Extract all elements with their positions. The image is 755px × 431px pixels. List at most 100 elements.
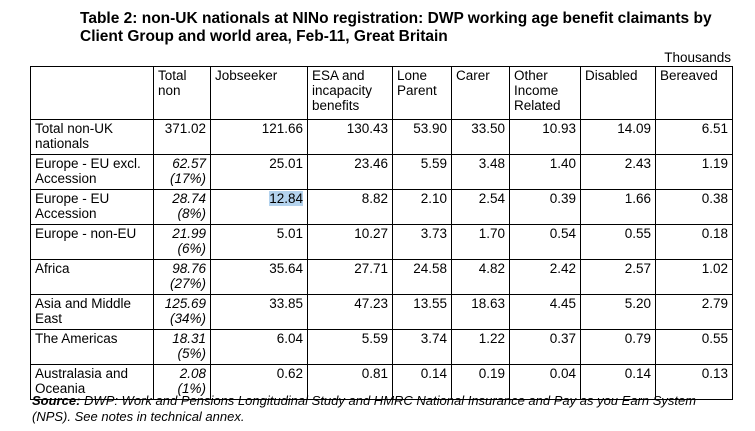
value-cell: 13.55: [392, 294, 452, 330]
value-cell: 0.13: [655, 364, 733, 400]
total-cell: 21.99 (6%): [153, 224, 211, 260]
source-label: Source:: [32, 393, 81, 408]
value-cell: 0.54: [509, 224, 581, 260]
value: 0.54: [549, 226, 576, 241]
header-text: Carer: [456, 68, 490, 83]
header-text: ESA and incapacity benefits: [312, 68, 373, 113]
header-text: Total non: [158, 68, 187, 98]
table-row: Europe - EU Accession 28.74 (8%) 12.84 8.82 2…: [30, 189, 733, 225]
value-cell: 0.04: [509, 364, 581, 400]
value-cell: 33.50: [451, 119, 510, 155]
value-cell: 25.01: [210, 154, 308, 190]
header-cell: Total non: [153, 66, 211, 120]
value: 2.57: [624, 261, 651, 276]
value: 0.37: [549, 331, 576, 346]
value: 2.42: [549, 261, 576, 276]
value-cell: 2.54: [451, 189, 510, 225]
value-cell: 0.19: [451, 364, 510, 400]
header-cell: ESA and incapacity benefits: [307, 66, 393, 120]
value: 47.23: [354, 296, 388, 311]
value-cell: 1.40: [509, 154, 581, 190]
value: 10.93: [542, 121, 576, 136]
value: 0.18: [701, 226, 728, 241]
header-cell: Carer: [451, 66, 510, 120]
header-cell: [30, 66, 154, 120]
value-cell: 5.01: [210, 224, 308, 260]
value: 23.46: [354, 156, 388, 171]
value: 2.43: [624, 156, 651, 171]
total-value: 371.02: [164, 121, 206, 136]
total-cell: 2.08 (1%): [153, 364, 211, 400]
total-share: (34%): [169, 311, 206, 326]
value: 0.81: [361, 366, 388, 381]
value-cell: 1.22: [451, 329, 510, 365]
value: 2.10: [420, 191, 447, 206]
value: 1.19: [701, 156, 728, 171]
value: 1.02: [701, 261, 728, 276]
value: 2.54: [478, 191, 505, 206]
row-label: Europe - non-EU: [30, 224, 154, 260]
value: 10.27: [354, 226, 388, 241]
value-cell: 10.27: [307, 224, 393, 260]
table-row: Asia and Middle East 125.69 (34%) 33.85 47.2…: [30, 294, 733, 330]
source-text: DWP: Work and Pensions Longitudinal Stud…: [32, 393, 697, 424]
value: 0.13: [701, 366, 728, 381]
table-row: Australasia and Oceania 2.08 (1%) 0.62 0.81 0…: [30, 364, 733, 400]
value-cell: 6.51: [655, 119, 733, 155]
value-cell: 0.38: [655, 189, 733, 225]
value-cell: 0.55: [580, 224, 656, 260]
total-value: 18.31: [172, 331, 206, 346]
value: 0.14: [624, 366, 651, 381]
total-cell: 98.76 (27%): [153, 259, 211, 295]
value-cell: 2.10: [392, 189, 452, 225]
value: 0.19: [478, 366, 505, 381]
value-cell: 2.79: [655, 294, 733, 330]
units: Thousands: [664, 50, 731, 65]
table-row: Europe - EU excl. Accession 62.57 (17%) 25.…: [30, 154, 733, 190]
total-cell: 125.69 (34%): [153, 294, 211, 330]
value: 3.74: [420, 331, 447, 346]
value-cell: 2.42: [509, 259, 581, 295]
value: 1.70: [478, 226, 505, 241]
value-cell: 3.74: [392, 329, 452, 365]
header-cell: Other Income Related: [509, 66, 581, 120]
value-cell: 0.14: [392, 364, 452, 400]
total-share: (8%): [177, 206, 206, 221]
value: 5.20: [624, 296, 651, 311]
header-cell: Lone Parent: [392, 66, 452, 120]
value-cell: 24.58: [392, 259, 452, 295]
value-cell: 12.84: [210, 189, 308, 225]
title: Table 2: non-UK nationals at NINo regist…: [80, 10, 712, 45]
value: 8.82: [361, 191, 388, 206]
value: 2.79: [701, 296, 728, 311]
value: 1.40: [549, 156, 576, 171]
value: 5.59: [420, 156, 447, 171]
value-cell: 121.66: [210, 119, 308, 155]
value-cell: 10.93: [509, 119, 581, 155]
source-note: Source: DWP: Work and Pensions Longitudi…: [32, 393, 732, 425]
total-share: (1%): [177, 381, 206, 396]
value-cell: 5.59: [307, 329, 393, 365]
value: 3.48: [478, 156, 505, 171]
total-value: 28.74: [172, 191, 206, 206]
total-cell: 18.31 (5%): [153, 329, 211, 365]
value-cell: 27.71: [307, 259, 393, 295]
value: 0.79: [624, 331, 651, 346]
table-row: Total non-UK nationals 371.02 121.66 130.43…: [30, 119, 733, 155]
value: 130.43: [346, 121, 388, 136]
value: 27.71: [354, 261, 388, 276]
value: 0.14: [420, 366, 447, 381]
table-row: Africa 98.76 (27%) 35.64 27.71 24.58 4.82 2.42 2…: [30, 259, 733, 295]
header-cell: Disabled: [580, 66, 656, 120]
value: 5.59: [361, 331, 388, 346]
value-cell: 0.62: [210, 364, 308, 400]
value-cell: 2.57: [580, 259, 656, 295]
value-cell: 47.23: [307, 294, 393, 330]
value: 5.01: [276, 226, 303, 241]
row-label: Australasia and Oceania: [30, 364, 154, 400]
value: 6.04: [276, 331, 303, 346]
total-value: 2.08: [179, 366, 206, 381]
header-row: Total non Jobseeker ESA and incapacity ben…: [30, 66, 733, 120]
total-value: 125.69: [164, 296, 206, 311]
